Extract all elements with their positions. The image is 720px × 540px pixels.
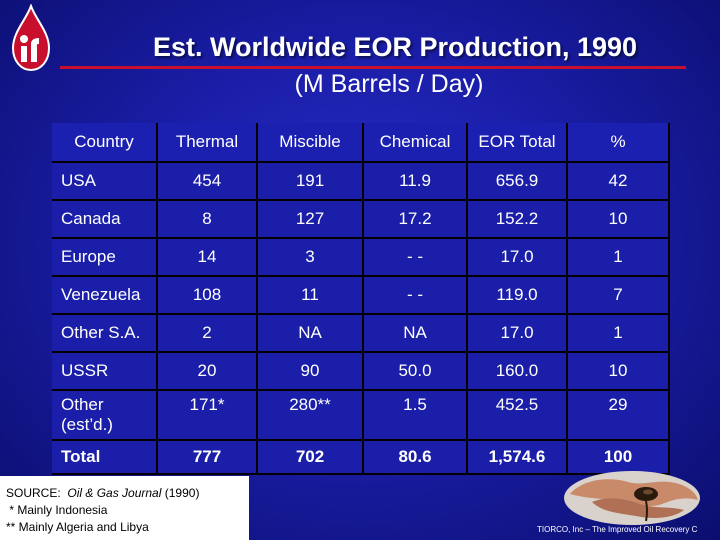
slide-title: Est. Worldwide EOR Production, 1990 xyxy=(152,32,638,62)
table-header-row: Country Thermal Miscible Chemical EOR To… xyxy=(52,123,670,163)
cell-miscible: 280** xyxy=(258,391,364,441)
cell-total-label: Total xyxy=(52,441,158,475)
title-underline xyxy=(60,66,686,69)
cell-percent: 10 xyxy=(568,201,670,239)
header-miscible: Miscible xyxy=(258,123,364,163)
cell-chemical: NA xyxy=(364,315,468,353)
cell-eor-total: 160.0 xyxy=(468,353,568,391)
table-row: USA 454 191 11.9 656.9 42 xyxy=(52,163,670,201)
table-row: USSR 20 90 50.0 160.0 10 xyxy=(52,353,670,391)
cell-chemical: - - xyxy=(364,239,468,277)
cell-thermal: 14 xyxy=(158,239,258,277)
cell-total-eor: 1,574.6 xyxy=(468,441,568,475)
cell-country: USSR xyxy=(52,353,158,391)
cell-miscible: 90 xyxy=(258,353,364,391)
header-country: Country xyxy=(52,123,158,163)
header-eor-total: EOR Total xyxy=(468,123,568,163)
table-row: Other S.A. 2 NA NA 17.0 1 xyxy=(52,315,670,353)
cell-country: USA xyxy=(52,163,158,201)
table-total-row: Total 777 702 80.6 1,574.6 100 xyxy=(52,441,670,475)
cell-thermal: 2 xyxy=(158,315,258,353)
table-row: Canada 8 127 17.2 152.2 10 xyxy=(52,201,670,239)
cell-chemical: 1.5 xyxy=(364,391,468,441)
header-thermal: Thermal xyxy=(158,123,258,163)
slide-subtitle: (M Barrels / Day) xyxy=(294,70,484,98)
source-label: SOURCE: xyxy=(6,486,61,500)
cell-country: Venezuela xyxy=(52,277,158,315)
cell-total-miscible: 702 xyxy=(258,441,364,475)
tiorco-drop-logo-icon xyxy=(11,4,51,72)
cell-percent: 29 xyxy=(568,391,670,441)
cell-chemical: 50.0 xyxy=(364,353,468,391)
cell-eor-total: 656.9 xyxy=(468,163,568,201)
cell-thermal: 171* xyxy=(158,391,258,441)
cell-percent: 42 xyxy=(568,163,670,201)
footnote-indonesia: * Mainly Indonesia xyxy=(6,503,108,517)
cell-percent: 1 xyxy=(568,239,670,277)
table-row: Venezuela 108 11 - - 119.0 7 xyxy=(52,277,670,315)
table-row: Europe 14 3 - - 17.0 1 xyxy=(52,239,670,277)
cell-eor-total: 17.0 xyxy=(468,315,568,353)
cell-country: Europe xyxy=(52,239,158,277)
source-year: (1990) xyxy=(164,486,200,500)
cell-chemical: 11.9 xyxy=(364,163,468,201)
footnote-algeria-libya: ** Mainly Algeria and Libya xyxy=(6,520,149,534)
cell-percent: 10 xyxy=(568,353,670,391)
header-chemical: Chemical xyxy=(364,123,468,163)
crude-oil-hands-photo xyxy=(564,471,700,525)
cell-miscible: NA xyxy=(258,315,364,353)
cell-chemical: 17.2 xyxy=(364,201,468,239)
cell-eor-total: 17.0 xyxy=(468,239,568,277)
source-line: SOURCE: Oil & Gas Journal (1990) xyxy=(6,485,249,502)
cell-percent: 1 xyxy=(568,315,670,353)
cell-country: Other S.A. xyxy=(52,315,158,353)
cell-country: Canada xyxy=(52,201,158,239)
source-publication: Oil & Gas Journal xyxy=(67,486,162,500)
cell-eor-total: 452.5 xyxy=(468,391,568,441)
footer-company-credit: TIORCO, Inc – The Improved Oil Recovery … xyxy=(537,525,698,534)
cell-total-thermal: 777 xyxy=(158,441,258,475)
table-row: Other (est’d.) 171* 280** 1.5 452.5 29 xyxy=(52,391,670,441)
cell-miscible: 3 xyxy=(258,239,364,277)
cell-thermal: 8 xyxy=(158,201,258,239)
source-note-box: SOURCE: Oil & Gas Journal (1990) * Mainl… xyxy=(0,476,249,540)
cell-eor-total: 119.0 xyxy=(468,277,568,315)
cell-country: Other (est’d.) xyxy=(52,391,158,441)
cell-total-chemical: 80.6 xyxy=(364,441,468,475)
cell-eor-total: 152.2 xyxy=(468,201,568,239)
cell-thermal: 20 xyxy=(158,353,258,391)
cell-thermal: 108 xyxy=(158,277,258,315)
cell-miscible: 191 xyxy=(258,163,364,201)
cell-miscible: 11 xyxy=(258,277,364,315)
cell-thermal: 454 xyxy=(158,163,258,201)
cell-chemical: - - xyxy=(364,277,468,315)
cell-miscible: 127 xyxy=(258,201,364,239)
cell-percent: 7 xyxy=(568,277,670,315)
eor-production-table: Country Thermal Miscible Chemical EOR To… xyxy=(52,123,670,475)
header-percent: % xyxy=(568,123,670,163)
